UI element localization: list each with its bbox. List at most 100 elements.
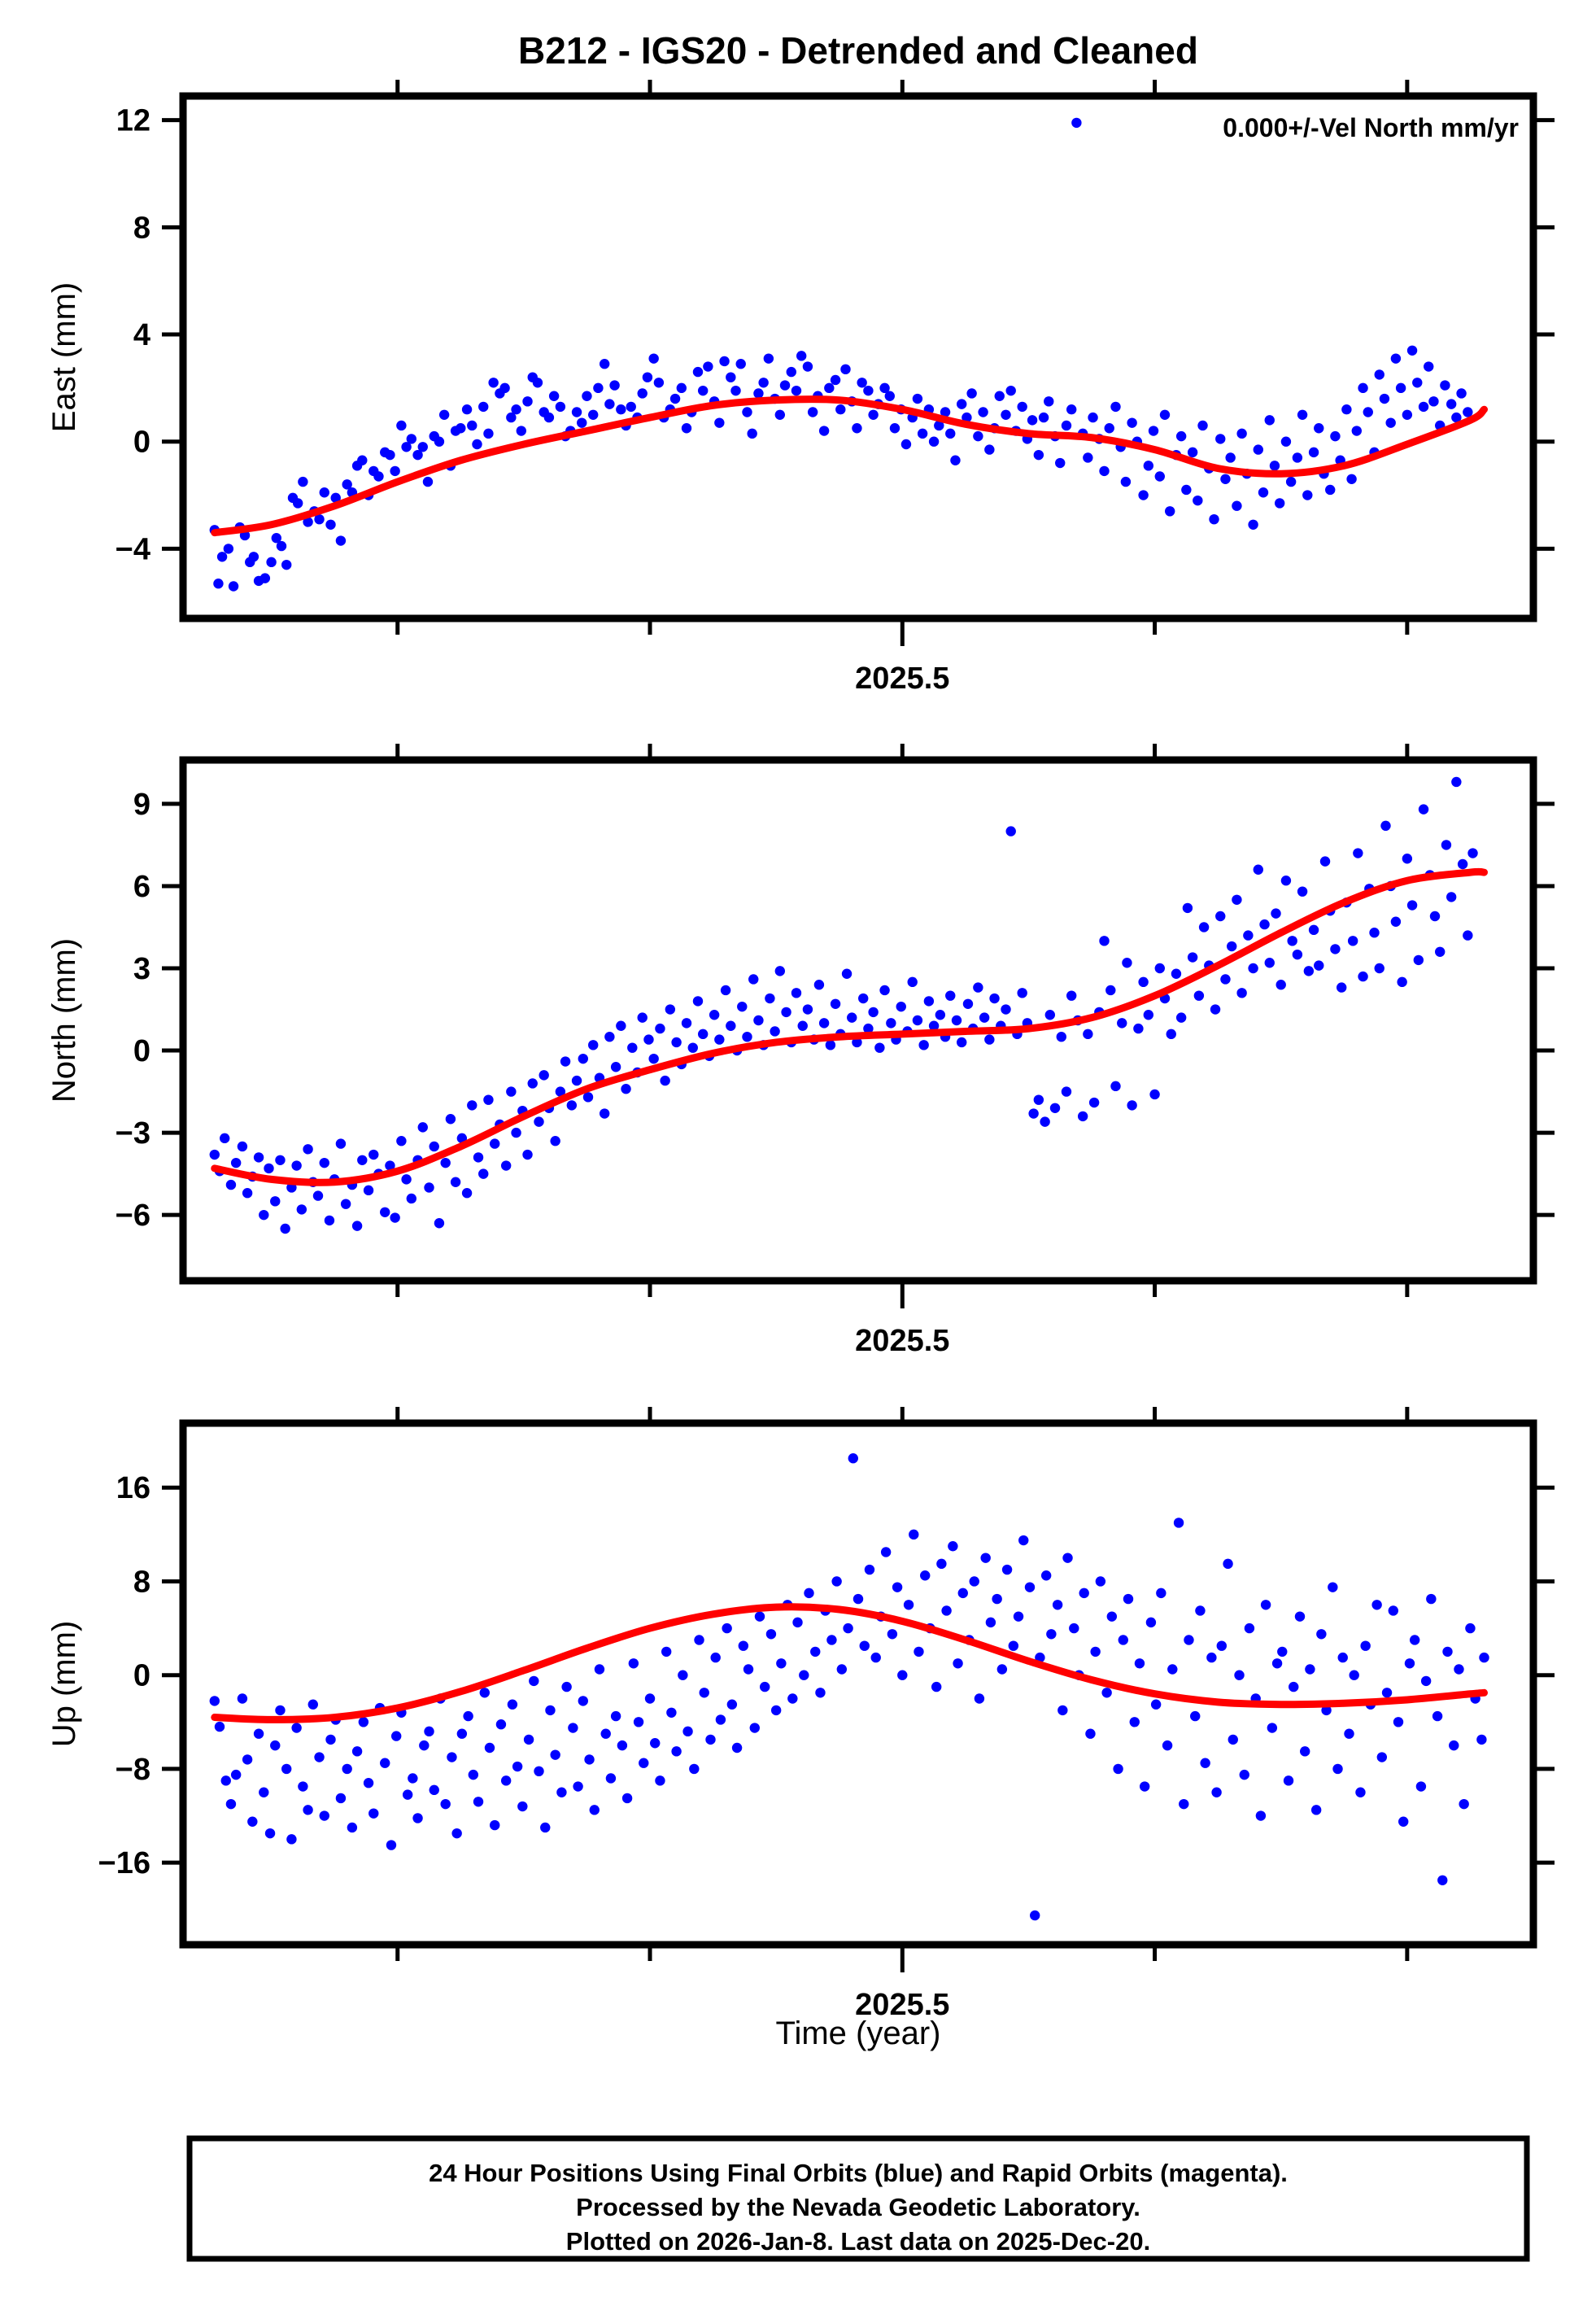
data-point [1351,426,1363,436]
data-point [1271,1658,1283,1669]
data-point [1209,513,1219,525]
data-point [1057,1705,1068,1716]
data-point [1413,954,1424,966]
footer-box-border [186,2135,1530,2262]
data-point [213,579,224,589]
data-point [609,380,620,391]
footer-line-2: Processed by the Nevada Geodetic Laborat… [576,2193,1140,2221]
data-point [945,990,956,1001]
data-point [1138,976,1149,988]
data-point [880,1547,892,1557]
data-point [319,1810,329,1821]
data-point [220,1775,231,1786]
data-point [1038,412,1049,423]
data-point [617,1740,628,1751]
data-point [1077,1111,1088,1122]
data-point [719,356,730,367]
data-point [912,393,923,404]
data-point [710,1652,721,1663]
data-point [1442,1646,1453,1657]
data-point [1013,1611,1024,1622]
fit-curve [211,1603,1488,1723]
data-point [1467,848,1478,858]
y-tick-label: 16 [116,1471,150,1505]
data-point-group [209,117,1473,592]
data-point [1088,1097,1100,1108]
data-point [1360,1640,1371,1651]
data-point [406,1193,416,1204]
data-point [1216,1640,1228,1651]
data-point [1101,1688,1112,1698]
data-point [325,519,336,530]
data-point [556,1787,567,1797]
data-point [1139,1781,1150,1792]
data-point [748,974,759,985]
data-point [985,1617,996,1628]
data-point [303,1144,313,1155]
data-point [912,1015,923,1026]
data-point [644,1693,656,1704]
data-point [914,1646,924,1657]
data-point [720,985,731,996]
data-point [560,1056,571,1067]
data-point [692,366,704,378]
data-point [401,442,412,452]
data-point [931,1681,942,1692]
data-point [1232,500,1242,511]
data-point [1355,1787,1366,1797]
data-point [600,1728,611,1739]
data-point [610,1710,621,1722]
data-point [836,1664,848,1675]
data-point [1432,1710,1443,1722]
data-point [962,412,972,423]
data-point [1215,911,1226,922]
data-point [228,581,239,592]
data-point [1044,396,1054,407]
data-point [1376,1752,1388,1762]
data-point [1129,1717,1140,1727]
data-point [220,1133,230,1144]
panel-east: 12 8 4 0 −4 2025.5 East (mm) 0.000+/-Vel North … [46,80,1555,696]
data-point [1105,985,1116,996]
data-point [643,1034,654,1045]
data-point [461,1188,473,1199]
data-point [722,1622,732,1634]
data-point [281,559,292,570]
data-point [917,428,928,439]
data-point [357,1155,368,1165]
data-point [312,1190,324,1201]
data-point [347,1822,358,1833]
data-point [776,1658,787,1669]
data-point [920,1570,931,1581]
y-tick-label: 8 [133,1565,150,1599]
data-point [335,1793,347,1804]
data-point [1243,930,1254,941]
data-point [1409,1635,1420,1645]
data-point [571,1075,582,1086]
data-point [900,439,912,450]
data-point [429,1784,439,1796]
data-point [826,1635,837,1645]
data-point [1118,1635,1128,1645]
data-point [1412,378,1423,388]
data-point [774,409,786,420]
data-point [616,404,626,415]
data-point [753,388,764,399]
data-point [385,449,395,461]
data-point [566,1100,578,1111]
data-point [390,1212,400,1223]
data-point [280,1223,290,1234]
data-point [1308,924,1319,936]
data-point [1319,856,1331,867]
data-point [419,1740,430,1751]
data-point [1110,401,1121,413]
data-point [1113,1763,1123,1775]
data-point [440,1798,451,1810]
data-point [1305,1664,1315,1675]
data-point [1264,415,1275,426]
data-point [1234,1670,1245,1680]
data-point [1220,474,1231,484]
data-point [843,1622,853,1634]
data-point [363,1778,374,1788]
data-point [858,993,869,1004]
